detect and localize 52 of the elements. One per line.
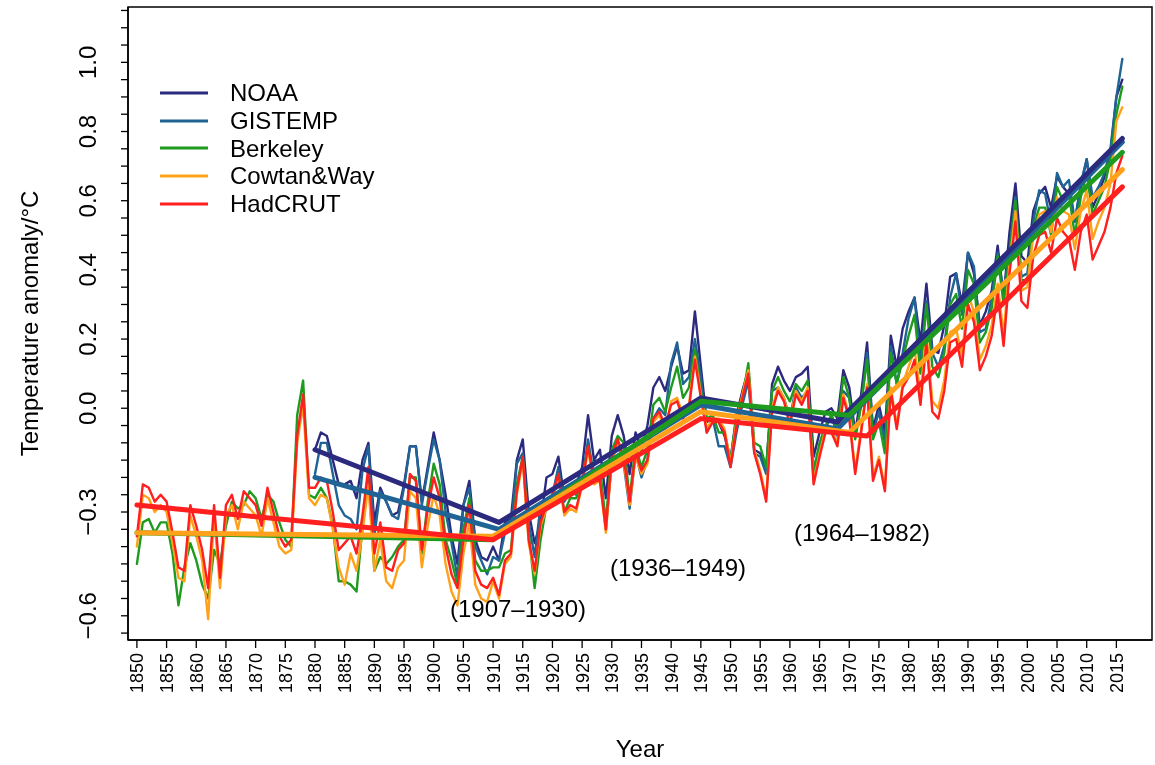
x-tick-label: 1980 bbox=[899, 653, 920, 694]
annotation: (1964–1982) bbox=[793, 518, 931, 546]
x-tick-label: 2005 bbox=[1047, 653, 1068, 694]
x-tick-label: 1960 bbox=[780, 653, 801, 694]
x-tick-label: 1860 bbox=[186, 653, 207, 694]
legend-label: Berkeley bbox=[230, 134, 324, 162]
x-tick-label: 1910 bbox=[483, 653, 504, 694]
y-tick-label: 0.2 bbox=[74, 322, 101, 356]
x-tick-label: 1935 bbox=[631, 653, 652, 694]
x-tick-label: 1970 bbox=[839, 653, 860, 694]
y-tick-label: 0.4 bbox=[74, 253, 101, 287]
x-tick-label: 1900 bbox=[424, 653, 445, 694]
x-tick-label: 1945 bbox=[691, 653, 712, 694]
x-tick-label: 1955 bbox=[750, 653, 771, 694]
x-tick-label: 2010 bbox=[1077, 653, 1098, 694]
legend-label: Cowtan&Way bbox=[230, 162, 375, 190]
x-tick-label: 1940 bbox=[661, 653, 682, 694]
x-axis-title: Year bbox=[615, 735, 665, 762]
x-tick-label: 1965 bbox=[810, 653, 831, 694]
x-tick-label: 1865 bbox=[216, 653, 237, 694]
x-tick-label: 1975 bbox=[869, 653, 890, 694]
x-tick-label: 1920 bbox=[542, 653, 563, 694]
x-tick-label: 1990 bbox=[958, 653, 979, 694]
y-tick-label: 0.0 bbox=[74, 391, 101, 425]
legend-label: HadCRUT bbox=[230, 190, 341, 218]
annotation: (1907–1930) bbox=[449, 594, 587, 622]
y-tick-label: 0.8 bbox=[74, 114, 101, 149]
y-tick-label: 0.6 bbox=[74, 184, 101, 218]
x-tick-label: 1930 bbox=[602, 653, 623, 694]
x-tick-label: 1895 bbox=[394, 653, 415, 694]
x-tick-label: 1870 bbox=[246, 653, 267, 694]
y-tick-label: −0.6 bbox=[74, 592, 101, 640]
x-tick-label: 1905 bbox=[453, 653, 474, 694]
x-tick-label: 1915 bbox=[513, 653, 534, 694]
x-tick-label: 1995 bbox=[988, 653, 1009, 694]
x-tick-label: 1880 bbox=[305, 653, 326, 694]
x-tick-label: 1890 bbox=[364, 653, 385, 694]
annotation: (1936–1949) bbox=[609, 553, 747, 581]
y-axis-title: Temperature anomaly/°C bbox=[16, 190, 43, 457]
x-tick-label: 1850 bbox=[127, 653, 148, 694]
x-tick-label: 2015 bbox=[1106, 653, 1127, 694]
legend-label: NOAA bbox=[230, 79, 299, 106]
x-tick-label: 1925 bbox=[572, 653, 593, 694]
y-tick-label: −0.3 bbox=[74, 488, 101, 536]
x-tick-label: 1950 bbox=[721, 653, 742, 694]
legend-label: GISTEMP bbox=[230, 106, 339, 134]
x-tick-label: 2000 bbox=[1017, 653, 1038, 694]
x-tick-label: 1885 bbox=[335, 653, 356, 694]
x-tick-label: 1985 bbox=[928, 653, 949, 694]
x-tick-label: 1875 bbox=[275, 653, 296, 694]
y-tick-label: 1.0 bbox=[74, 45, 101, 80]
x-tick-label: 1855 bbox=[157, 653, 178, 694]
